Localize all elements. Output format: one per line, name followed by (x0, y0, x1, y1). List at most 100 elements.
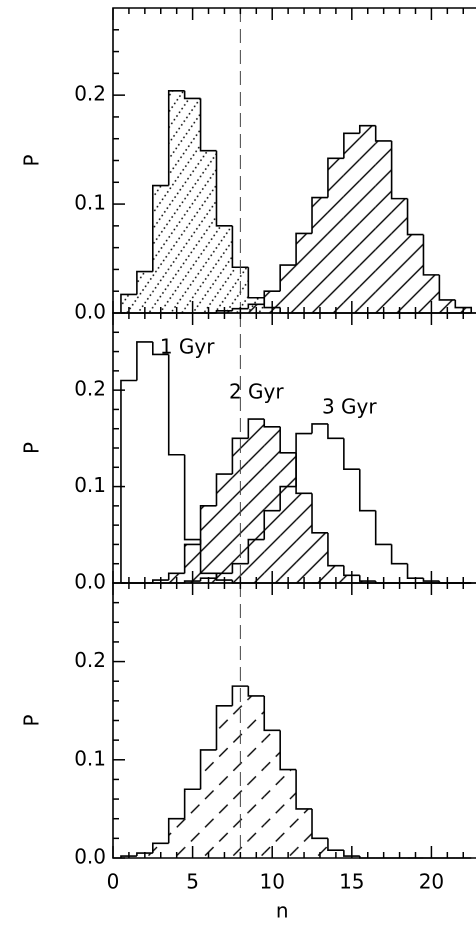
bar-step (231, 307, 249, 311)
bar-step (120, 293, 137, 313)
bar-step (358, 575, 376, 582)
bar-step (152, 184, 169, 272)
bar-fill (264, 426, 281, 583)
bar-step (247, 267, 265, 299)
bar-step (311, 423, 328, 434)
series-label: 3 Gyr (322, 394, 377, 418)
y-tick-label: 0.1 (74, 746, 106, 770)
bar-step (327, 157, 344, 198)
bar-fill (184, 98, 201, 314)
bar-fill (407, 234, 424, 313)
bar-fill (296, 233, 313, 313)
bar-step (295, 769, 313, 810)
bar-step (152, 842, 169, 854)
bar-step (343, 132, 360, 159)
bar-fill (264, 730, 281, 858)
y-axis-label: P (20, 714, 44, 726)
bar-step (422, 234, 440, 276)
bar-step (136, 341, 153, 381)
bar-fill (216, 474, 233, 583)
bar-step (247, 538, 265, 564)
bar-step (231, 225, 249, 269)
bar-step (247, 303, 265, 309)
bar-step (183, 788, 201, 819)
bar-step (215, 150, 233, 227)
bar-step (295, 232, 313, 266)
bar-fill (296, 808, 313, 858)
bar-fill (312, 197, 328, 313)
bar-step (279, 426, 297, 454)
y-tick-label: 0.2 (74, 82, 106, 106)
bar-fill (280, 452, 297, 583)
bar-step (311, 196, 328, 234)
bar-step (136, 852, 153, 857)
bar-fill (200, 749, 217, 858)
bar-step (327, 838, 344, 851)
bar-step (263, 695, 281, 732)
bar-fill (152, 843, 169, 858)
bar-step (390, 140, 408, 200)
bar-step (358, 124, 376, 134)
x-axis-label: n (276, 899, 289, 923)
bar-step (279, 264, 297, 292)
bar-step (199, 505, 217, 545)
bar-fill (248, 419, 265, 583)
bar-step (295, 432, 313, 487)
bar-fill (200, 150, 217, 313)
bar-step (247, 418, 265, 439)
series-label: 1 Gyr (160, 334, 215, 358)
bar-step (136, 270, 153, 295)
bar-step (374, 510, 392, 546)
bar-step (152, 579, 169, 583)
axes-frame (112, 582, 476, 859)
bar-step (279, 485, 297, 511)
bar-step (311, 808, 328, 840)
bar-step (374, 125, 392, 142)
bar-fill (343, 133, 360, 313)
bar-step (231, 437, 249, 475)
bar-fill (200, 505, 217, 583)
bar-fill (184, 544, 201, 583)
bar-fill (391, 198, 408, 313)
bar-step (183, 90, 201, 100)
y-tick-label: 0.2 (74, 377, 106, 401)
bar-step (120, 379, 137, 583)
bar-step (215, 704, 233, 750)
bar-step (167, 817, 185, 844)
x-tick-label: 0 (107, 870, 120, 894)
bar-fill (327, 565, 344, 583)
bar-step (438, 274, 456, 301)
bar-step (215, 473, 233, 506)
bar-step (406, 198, 424, 236)
bar-step (231, 562, 249, 574)
bar-step (311, 493, 328, 534)
bar-step (199, 577, 217, 582)
bar-step (167, 354, 185, 456)
bar-step (390, 544, 408, 565)
bar-fill (184, 789, 201, 858)
y-tick-label: 0.1 (74, 191, 106, 215)
bar-step (183, 543, 201, 574)
bar-step (358, 469, 376, 512)
bar-step (183, 454, 201, 541)
y-tick-label: 0.2 (74, 648, 106, 672)
bar-step (152, 341, 169, 356)
bar-step (422, 578, 440, 582)
bar-step (263, 290, 281, 305)
bar-fill (168, 818, 185, 858)
bar-step (295, 452, 313, 495)
bar-fill (280, 265, 297, 313)
bar-fill (359, 125, 376, 314)
bar-step (343, 850, 360, 857)
bar-fill (280, 769, 297, 858)
y-tick-label: 0.0 (74, 570, 106, 594)
y-axis-label: P (20, 154, 44, 166)
bar-fill (312, 532, 328, 583)
bar-fill (120, 294, 137, 313)
x-tick-label: 15 (339, 870, 364, 894)
x-tick-label: 5 (186, 870, 199, 894)
y-tick-label: 0.1 (74, 473, 106, 497)
bar-fill (168, 90, 185, 314)
y-tick-label: 0.0 (74, 845, 106, 869)
